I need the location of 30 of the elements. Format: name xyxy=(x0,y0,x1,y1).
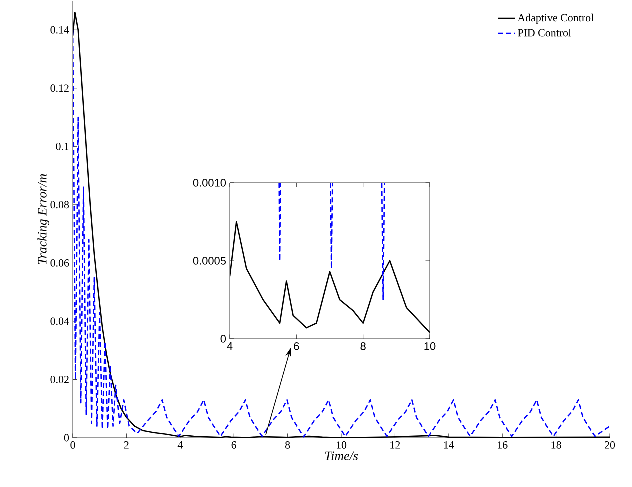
legend-label: PID Control xyxy=(518,29,572,37)
x-tick-label: 10 xyxy=(424,342,436,350)
x-axis-title: Time/s xyxy=(325,452,358,460)
y-tick-label: 0.08 xyxy=(50,201,70,209)
x-tick-label: 6 xyxy=(232,442,237,449)
y-tick-label: 0 xyxy=(64,434,70,442)
x-tick-label: 20 xyxy=(605,442,616,449)
x-tick-label: 14 xyxy=(444,442,454,449)
y-tick-label: 0.0005 xyxy=(193,257,226,265)
y-tick-label: 0.12 xyxy=(50,84,69,92)
x-tick-label: 8 xyxy=(360,342,366,350)
x-tick-label: 2 xyxy=(124,442,129,449)
y-tick-label: 0.06 xyxy=(50,259,70,267)
x-tick-label: 4 xyxy=(178,442,183,449)
x-tick-label: 4 xyxy=(227,342,233,350)
legend-label: Adaptive Control xyxy=(518,14,594,24)
y-axis-title: Tracking Error/m xyxy=(38,174,50,264)
y-tick-label: 0.02 xyxy=(50,376,69,384)
y-tick-label: 0.14 xyxy=(50,26,70,34)
y-tick-label: 0.04 xyxy=(50,318,70,326)
x-tick-label: 16 xyxy=(498,442,508,449)
x-tick-label: 6 xyxy=(294,342,300,350)
y-tick-label: 0.1 xyxy=(56,142,69,150)
y-tick-label: 0 xyxy=(220,335,226,343)
x-tick-label: 8 xyxy=(285,442,290,449)
x-tick-label: 12 xyxy=(390,442,400,449)
x-tick-label: 10 xyxy=(336,442,347,449)
x-tick-label: 0 xyxy=(70,442,76,449)
y-tick-label: 0.0010 xyxy=(193,179,226,187)
x-tick-label: 18 xyxy=(552,442,562,449)
